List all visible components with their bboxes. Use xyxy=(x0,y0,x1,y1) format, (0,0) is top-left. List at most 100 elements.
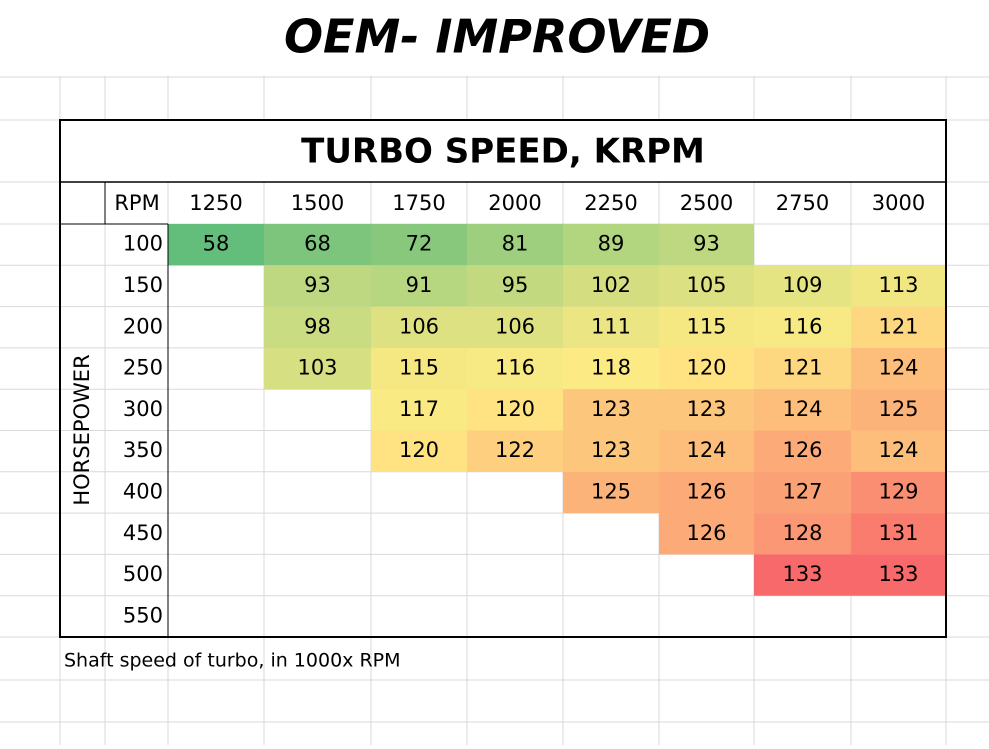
cell-value: 115 xyxy=(399,356,439,380)
column-header: 3000 xyxy=(872,191,925,215)
cell-value: 125 xyxy=(878,397,918,421)
heat-cell xyxy=(371,224,467,266)
cell-value: 89 xyxy=(598,232,625,256)
cell-value: 93 xyxy=(304,273,331,297)
table-border xyxy=(59,119,947,638)
heat-cell xyxy=(563,306,659,348)
cell-value: 123 xyxy=(591,397,631,421)
heat-cell xyxy=(563,430,659,472)
cell-value: 102 xyxy=(591,273,631,297)
heat-cell xyxy=(754,513,851,555)
heat-cell xyxy=(659,430,754,472)
heat-cell xyxy=(563,389,659,431)
heat-cell xyxy=(754,347,851,390)
heat-cell xyxy=(659,389,754,431)
cell-value: 93 xyxy=(693,232,720,256)
cell-value: 124 xyxy=(878,356,918,380)
heat-cell xyxy=(371,389,467,431)
cell-value: 116 xyxy=(782,314,822,338)
heat-cell xyxy=(467,347,563,390)
cell-value: 120 xyxy=(686,356,726,380)
cell-value: 106 xyxy=(495,314,535,338)
heat-cell xyxy=(659,347,754,390)
cell-value: 127 xyxy=(782,479,822,503)
row-header: 200 xyxy=(123,314,163,338)
cell-value: 121 xyxy=(782,356,822,380)
cell-value: 118 xyxy=(591,356,631,380)
table-header: TURBO SPEED, KRPM xyxy=(301,132,705,172)
cell-value: 116 xyxy=(495,356,535,380)
cell-value: 133 xyxy=(878,562,918,586)
row-header: 250 xyxy=(123,356,163,380)
page-title: OEM- IMPROVED xyxy=(284,10,710,64)
heat-cell xyxy=(754,471,851,514)
heat-cell xyxy=(264,224,371,266)
cell-value: 123 xyxy=(591,438,631,462)
cell-value: 122 xyxy=(495,438,535,462)
heat-cell xyxy=(754,554,851,596)
cell-value: 117 xyxy=(399,397,439,421)
heat-cell xyxy=(659,306,754,348)
cell-value: 124 xyxy=(686,438,726,462)
cell-value: 121 xyxy=(878,314,918,338)
header-cell xyxy=(60,120,946,182)
heat-cell xyxy=(851,554,946,596)
cell-value: 113 xyxy=(878,273,918,297)
cell-value: 109 xyxy=(782,273,822,297)
heat-cell xyxy=(563,265,659,307)
heat-cell xyxy=(851,430,946,472)
heat-cell xyxy=(659,265,754,307)
row-header: 450 xyxy=(123,521,163,545)
cell-value: 98 xyxy=(304,314,331,338)
heat-cell xyxy=(659,471,754,514)
heat-cell xyxy=(371,430,467,472)
heat-cell xyxy=(851,347,946,390)
cell-value: 124 xyxy=(878,438,918,462)
heat-cell xyxy=(467,430,563,472)
column-header: 2750 xyxy=(776,191,829,215)
cell-value: 58 xyxy=(203,232,230,256)
heat-cell xyxy=(754,430,851,472)
cell-value: 91 xyxy=(406,273,433,297)
heat-cell xyxy=(851,513,946,555)
cell-value: 105 xyxy=(686,273,726,297)
cell-value: 126 xyxy=(782,438,822,462)
column-header: 2250 xyxy=(584,191,637,215)
cell-value: 72 xyxy=(406,232,433,256)
heat-cell xyxy=(371,265,467,307)
cell-value: 129 xyxy=(878,479,918,503)
row-header: 300 xyxy=(123,397,163,421)
cell-value: 103 xyxy=(297,356,337,380)
heat-cell xyxy=(754,265,851,307)
heat-cell xyxy=(563,224,659,266)
heat-cell xyxy=(371,347,467,390)
cell-value: 95 xyxy=(502,273,529,297)
row-axis-label: HORSEPOWER xyxy=(70,354,94,505)
column-header: 1750 xyxy=(392,191,445,215)
row-header: 100 xyxy=(123,232,163,256)
heat-cell xyxy=(851,471,946,514)
heat-cell xyxy=(563,347,659,390)
column-header-label: RPM xyxy=(114,191,159,215)
heat-cell xyxy=(851,265,946,307)
heat-cell xyxy=(467,224,563,266)
heat-cell xyxy=(264,265,371,307)
cell-value: 81 xyxy=(502,232,529,256)
row-header: 350 xyxy=(123,438,163,462)
footnote: Shaft speed of turbo, in 1000x RPM xyxy=(64,650,401,672)
cell-value: 128 xyxy=(782,521,822,545)
column-header: 1500 xyxy=(291,191,344,215)
cell-value: 115 xyxy=(686,314,726,338)
heat-cell xyxy=(563,471,659,514)
heat-cell xyxy=(467,306,563,348)
cell-value: 123 xyxy=(686,397,726,421)
cell-value: 124 xyxy=(782,397,822,421)
heat-cell xyxy=(467,265,563,307)
row-header: 400 xyxy=(123,479,163,503)
cell-value: 131 xyxy=(878,521,918,545)
heat-cell xyxy=(659,224,754,266)
heat-cell xyxy=(754,389,851,431)
heat-cell xyxy=(659,513,754,555)
heat-cell xyxy=(371,306,467,348)
